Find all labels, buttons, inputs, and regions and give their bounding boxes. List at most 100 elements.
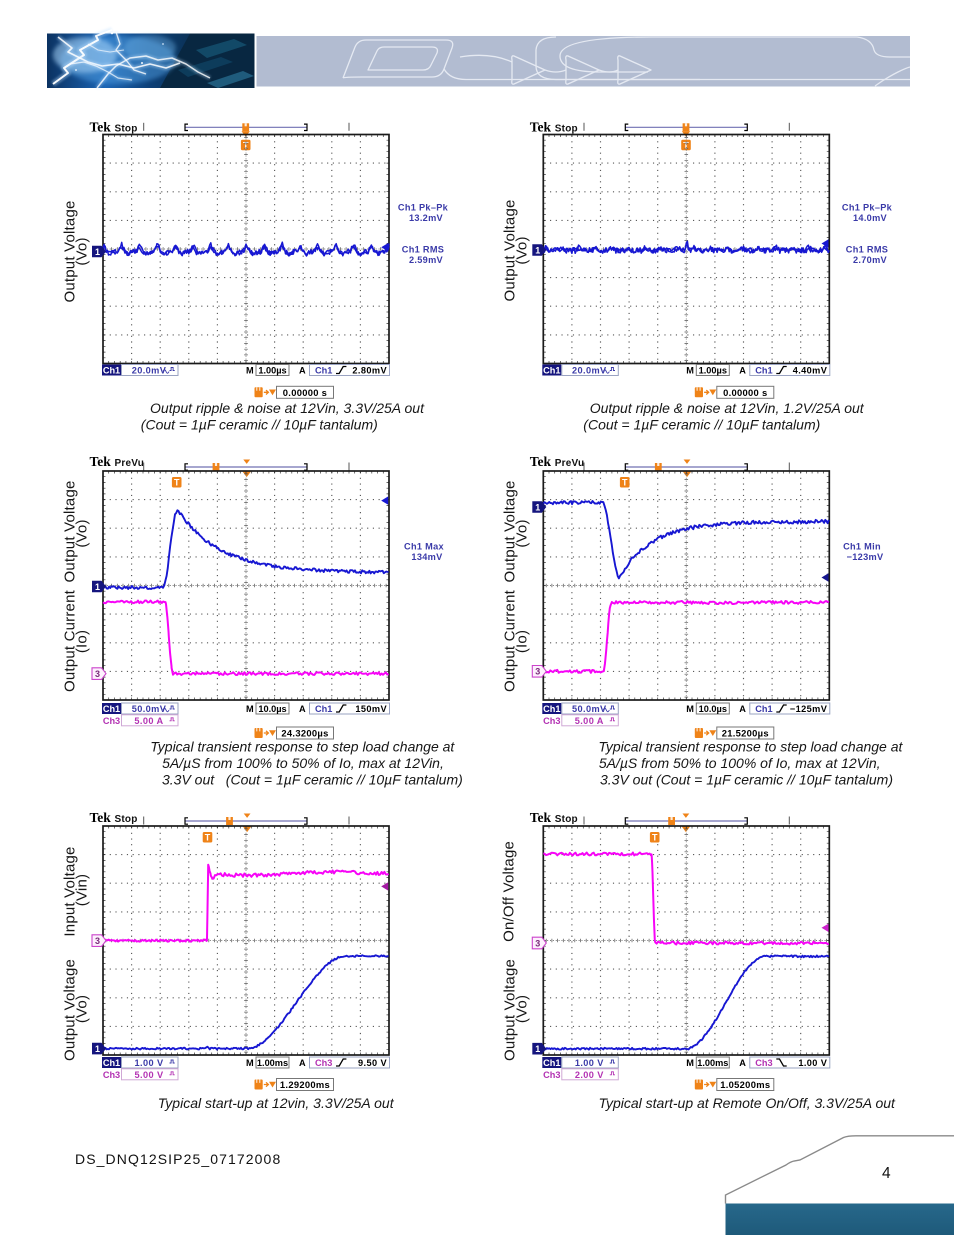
svg-text:21.5200µs: 21.5200µs xyxy=(722,728,769,739)
svg-text:Stop: Stop xyxy=(555,814,578,825)
svg-text:1.00 V: 1.00 V xyxy=(798,1058,827,1068)
svg-text:50.0mV: 50.0mV xyxy=(132,704,167,714)
svg-text:A: A xyxy=(739,366,746,376)
svg-text:1.00ms: 1.00ms xyxy=(257,1058,288,1068)
svg-text:Tek: Tek xyxy=(90,120,112,135)
svg-text:PreVu: PreVu xyxy=(555,458,585,469)
svg-text:(Vo): (Vo) xyxy=(514,519,531,547)
svg-text:1: 1 xyxy=(535,245,540,255)
svg-text:Tek: Tek xyxy=(530,454,552,469)
svg-text:Ch3: Ch3 xyxy=(315,1058,332,1068)
svg-text:Ch1: Ch1 xyxy=(543,366,560,376)
svg-text:Ch1 Max: Ch1 Max xyxy=(404,542,444,552)
svg-text:14.0mV: 14.0mV xyxy=(853,213,888,223)
svg-text:Stop: Stop xyxy=(115,814,138,825)
svg-text:(Cout = 1µF ceramic // 10µF ta: (Cout = 1µF ceramic // 10µF tantalum) xyxy=(141,417,378,433)
svg-text:Ch3: Ch3 xyxy=(103,1070,120,1080)
svg-text:On/Off Voltage: On/Off Voltage xyxy=(501,841,518,942)
svg-text:5A/µS from 50% to 100% of Io,: 5A/µS from 50% to 100% of Io, max at 12V… xyxy=(599,755,881,771)
svg-text:(Vo): (Vo) xyxy=(74,237,91,265)
svg-text:M: M xyxy=(686,366,694,376)
svg-text:M: M xyxy=(686,704,694,714)
svg-text:−125mV: −125mV xyxy=(790,704,828,714)
svg-text:M: M xyxy=(246,366,254,376)
svg-text:Output Current: Output Current xyxy=(62,589,79,692)
svg-text:1: 1 xyxy=(95,247,100,257)
svg-text:M: M xyxy=(246,1058,254,1068)
svg-text:(Io): (Io) xyxy=(514,630,531,653)
svg-text:A: A xyxy=(739,704,746,714)
svg-text:PreVu: PreVu xyxy=(115,458,145,469)
svg-text:A: A xyxy=(739,1058,746,1068)
svg-text:Ch1: Ch1 xyxy=(315,366,332,376)
svg-text:5A/µS from 100% to 50% of Io,: 5A/µS from 100% to 50% of Io, max at 12V… xyxy=(162,755,444,771)
svg-text:T: T xyxy=(622,478,628,488)
svg-text:2.00 V: 2.00 V xyxy=(575,1070,604,1080)
svg-text:Output Current: Output Current xyxy=(502,589,519,692)
svg-text:Typical start-up at 12vin, 3.3: Typical start-up at 12vin, 3.3V/25A out xyxy=(158,1095,395,1111)
svg-text:T: T xyxy=(174,478,180,488)
svg-text:20.0mV: 20.0mV xyxy=(572,366,607,376)
svg-text:20.0mV: 20.0mV xyxy=(132,366,167,376)
svg-text:Typical transient response to: Typical transient response to step load … xyxy=(598,739,903,755)
svg-text:3: 3 xyxy=(535,938,540,948)
svg-text:T: T xyxy=(243,140,249,150)
svg-text:24.3200µs: 24.3200µs xyxy=(281,728,328,739)
svg-text:0.00000 s: 0.00000 s xyxy=(283,387,327,398)
svg-text:Stop: Stop xyxy=(115,124,138,135)
svg-text:13.2mV: 13.2mV xyxy=(409,213,444,223)
svg-text:Tek: Tek xyxy=(90,454,112,469)
svg-text:2.59mV: 2.59mV xyxy=(409,255,444,265)
svg-text:3: 3 xyxy=(95,936,100,946)
svg-text:Output Voltage: Output Voltage xyxy=(502,480,519,582)
svg-text:1: 1 xyxy=(535,1044,540,1054)
svg-text:4: 4 xyxy=(882,1165,891,1182)
svg-text:T: T xyxy=(652,833,658,843)
svg-text:Ch1: Ch1 xyxy=(315,704,332,714)
svg-text:1.00µs: 1.00µs xyxy=(258,366,286,376)
svg-text:9.50 V: 9.50 V xyxy=(358,1058,387,1068)
svg-text:10.0µs: 10.0µs xyxy=(699,704,727,714)
svg-text:Ch1 RMS: Ch1 RMS xyxy=(846,245,888,255)
svg-text:Ch3: Ch3 xyxy=(755,1058,772,1068)
svg-text:(Io): (Io) xyxy=(74,630,91,653)
svg-text:A: A xyxy=(299,1058,306,1068)
svg-text:3.3V out (Cout = 1µF ceramic: 3.3V out (Cout = 1µF ceramic // 10µF tan… xyxy=(162,772,463,788)
svg-text:Ch1: Ch1 xyxy=(755,704,772,714)
svg-text:5.00 A: 5.00 A xyxy=(134,716,163,726)
svg-text:T: T xyxy=(205,833,211,843)
svg-text:Tek: Tek xyxy=(90,810,112,825)
svg-text:Output Voltage: Output Voltage xyxy=(502,959,519,1061)
svg-text:(Vin): (Vin) xyxy=(74,874,91,906)
svg-text:1.29200ms: 1.29200ms xyxy=(280,1079,330,1090)
svg-text:Tek: Tek xyxy=(530,810,552,825)
svg-text:(Vo): (Vo) xyxy=(514,236,531,264)
svg-text:3.3V out (Cout = 1µF ceramic /: 3.3V out (Cout = 1µF ceramic // 10µF tan… xyxy=(600,772,893,788)
svg-text:DS_DNQ12SIP25_07172008: DS_DNQ12SIP25_07172008 xyxy=(75,1151,281,1167)
svg-text:A: A xyxy=(299,366,306,376)
svg-text:Typical transient response to: Typical transient response to step load … xyxy=(150,739,455,755)
svg-text:1.05200ms: 1.05200ms xyxy=(720,1079,770,1090)
svg-text:150mV: 150mV xyxy=(355,704,387,714)
svg-text:1: 1 xyxy=(535,502,540,512)
svg-text:2.80mV: 2.80mV xyxy=(352,366,387,376)
svg-text:M: M xyxy=(686,1058,694,1068)
svg-text:134mV: 134mV xyxy=(411,552,443,562)
svg-text:4.40mV: 4.40mV xyxy=(793,366,828,376)
svg-text:Ch3: Ch3 xyxy=(543,716,560,726)
svg-text:Typical start-up at Remote On/: Typical start-up at Remote On/Off, 3.3V/… xyxy=(598,1095,896,1111)
svg-text:1.00 V: 1.00 V xyxy=(135,1058,164,1068)
svg-text:Ch1: Ch1 xyxy=(103,366,120,376)
svg-text:Output Voltage: Output Voltage xyxy=(62,959,79,1061)
svg-text:Output ripple & noise at 12Vin: Output ripple & noise at 12Vin, 1.2V/25A… xyxy=(590,400,865,416)
svg-text:(Vo): (Vo) xyxy=(74,519,91,547)
svg-text:(Vo): (Vo) xyxy=(74,995,91,1023)
svg-text:Ch1: Ch1 xyxy=(755,366,772,376)
svg-text:Tek: Tek xyxy=(530,120,552,135)
svg-text:0.00000 s: 0.00000 s xyxy=(723,387,767,398)
svg-text:Ch1 RMS: Ch1 RMS xyxy=(402,245,444,255)
svg-text:5.00 A: 5.00 A xyxy=(575,716,604,726)
svg-text:Ch1: Ch1 xyxy=(543,1058,560,1068)
svg-text:T: T xyxy=(683,140,689,150)
svg-text:−123mV: −123mV xyxy=(847,552,884,562)
